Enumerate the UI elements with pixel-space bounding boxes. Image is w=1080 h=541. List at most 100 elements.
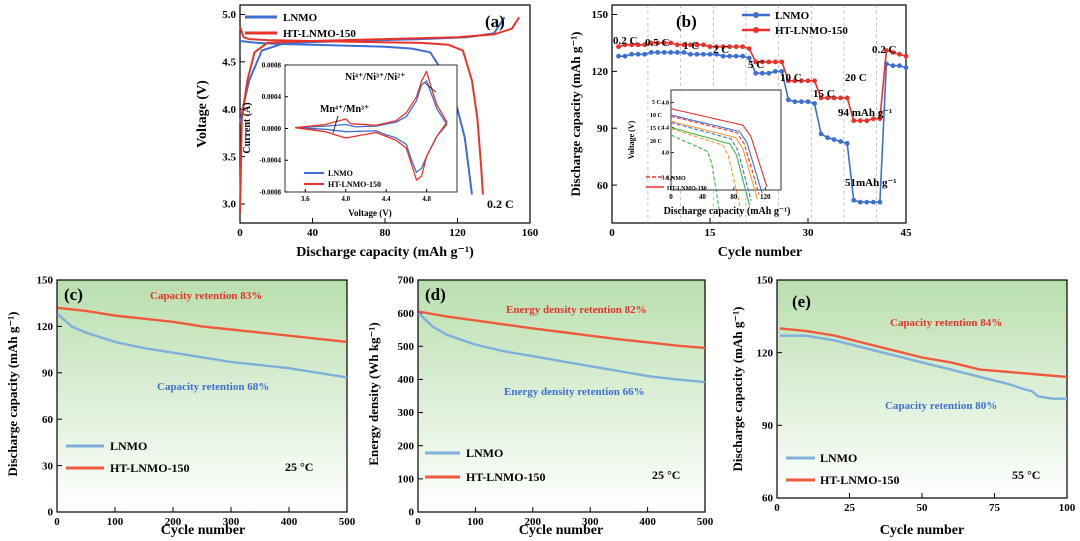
inset-discharge-curve	[670, 121, 752, 201]
series-line-lnmo	[779, 334, 1067, 400]
x-tick-label: 80	[380, 227, 392, 239]
data-point-lnmo	[740, 53, 746, 59]
series-line-lnmo	[417, 312, 706, 384]
y-tick-label: -0.0004	[259, 157, 281, 165]
panel-e-retention-lnmo: Capacity retention 80%	[885, 400, 997, 412]
data-point-lnmo	[635, 51, 641, 57]
panel-c-series	[56, 306, 348, 379]
data-point-ht-lnmo-150	[766, 59, 772, 65]
data-point-ht-lnmo-150	[688, 42, 693, 48]
inset-b-frame	[670, 89, 782, 191]
inset-a-ylabel: Current (A)	[242, 102, 253, 153]
panel-c-ticks: 0 100 200 300 400 500 0 30 60 90 120 150	[37, 275, 356, 528]
rate-label: 0.2 C	[613, 35, 638, 47]
data-point-lnmo	[818, 131, 824, 137]
panel-e-xlabel: Cycle number	[880, 523, 964, 538]
x-tick-label: 25	[844, 502, 856, 514]
data-point-lnmo	[701, 51, 706, 57]
inset-discharge-curve	[670, 128, 741, 208]
x-tick-label: 160	[522, 227, 539, 239]
inset-b-rate: 5 C	[652, 100, 661, 106]
y-tick-label: 150	[757, 275, 774, 287]
y-tick-label: 90	[762, 420, 774, 432]
inset-discharge-curve	[670, 120, 758, 200]
data-point-lnmo	[786, 97, 791, 103]
x-tick-label: 0	[237, 227, 243, 239]
panel-a-ylabel: Voltage (V)	[195, 80, 210, 148]
panel-d-ylabel: Energy density (Wh kg⁻¹)	[366, 322, 381, 465]
data-point-ht-lnmo-150	[779, 59, 785, 65]
data-point-ht-lnmo-150	[831, 95, 837, 101]
series-line-ht-lnmo-150	[418, 310, 706, 350]
y-tick-label: 0.0008	[262, 61, 282, 69]
data-point-lnmo	[812, 101, 817, 106]
y-tick-label: 0.0000	[262, 125, 282, 133]
inset-discharge-curve	[670, 115, 760, 195]
legend-label-lnmo: LNMO	[283, 12, 318, 24]
data-point-ht-lnmo-150	[792, 78, 798, 84]
panel-b-inset: 0 40 80 120 4.8 4.4 4.0 3.6 Voltage (V) Dischar…	[627, 89, 790, 217]
data-point-ht-lnmo-150	[759, 59, 765, 65]
x-tick-label: 300	[582, 516, 599, 528]
data-point-ht-lnmo-150	[825, 95, 830, 101]
data-point-ht-lnmo-150	[805, 78, 811, 84]
legend-marker-ht	[753, 27, 759, 33]
panel-e-label: (e)	[792, 292, 811, 311]
rate-label: 0.5 C	[645, 37, 670, 49]
y-tick-label: 100	[398, 474, 415, 486]
data-point-lnmo	[857, 199, 863, 205]
y-tick-label: 300	[398, 407, 415, 419]
legend-marker-lnmo	[753, 12, 759, 18]
legend-label-ht: HT-LNMO-150	[775, 25, 848, 37]
rate-label: 20 C	[845, 72, 867, 84]
data-point-lnmo	[642, 51, 648, 57]
panel-b-ticks: 0 15 30 45 60 90 120 150	[592, 9, 913, 239]
x-tick-label: 4.4	[382, 195, 391, 203]
data-point-ht-lnmo-150	[714, 44, 719, 50]
y-tick-label: -0.0008	[259, 188, 281, 196]
x-tick-label: 100	[1059, 502, 1076, 514]
x-tick-label: 120	[760, 193, 771, 201]
legend-label-lnmo: LNMO	[110, 439, 147, 453]
y-tick-label: 0	[48, 507, 54, 519]
series-line-ht-lnmo-150	[57, 306, 348, 344]
data-point-ht-lnmo-150	[727, 44, 732, 50]
x-tick-label: 300	[223, 516, 240, 528]
data-point-lnmo	[851, 197, 857, 203]
y-tick-label: 30	[42, 460, 54, 472]
data-point-lnmo	[779, 68, 785, 74]
x-tick-label: 50	[917, 502, 929, 514]
data-point-ht-lnmo-150	[648, 40, 654, 46]
panel-e-bg	[777, 280, 1067, 498]
data-point-ht-lnmo-150	[642, 42, 648, 48]
data-point-lnmo	[720, 53, 726, 59]
data-point-lnmo	[733, 53, 739, 59]
data-point-ht-lnmo-150	[799, 78, 804, 84]
data-point-ht-lnmo-150	[890, 49, 896, 55]
panel-b-annotation-51: 51mAh g⁻¹	[845, 177, 897, 189]
x-tick-label: 3.6	[301, 195, 310, 203]
data-point-lnmo	[759, 70, 765, 76]
data-point-ht-lnmo-150	[622, 42, 628, 48]
rate-label: 0.2 C	[872, 44, 897, 56]
data-point-ht-lnmo-150	[629, 42, 634, 48]
y-tick-label: 4.5	[222, 57, 236, 69]
y-tick-label: 150	[592, 9, 609, 21]
x-tick-label: 120	[449, 227, 466, 239]
x-tick-label: 80	[730, 193, 738, 201]
data-point-lnmo	[674, 49, 680, 55]
x-tick-label: 500	[697, 516, 714, 528]
y-tick-label: 90	[597, 123, 609, 135]
data-point-ht-lnmo-150	[857, 118, 863, 124]
data-point-lnmo	[877, 199, 883, 205]
inset-a-ni-arrow	[424, 82, 437, 93]
data-point-ht-lnmo-150	[661, 40, 667, 46]
panel-b-rate-labels: 0.2 C 0.5 C 1 C 2 C 5 C 10 C 15 C 20 C 0…	[613, 35, 897, 100]
y-tick-label: 600	[398, 308, 415, 320]
data-point-ht-lnmo-150	[635, 42, 641, 48]
y-tick-label: 500	[398, 341, 415, 353]
panel-a-legend: LNMO HT-LNMO-150	[245, 12, 356, 40]
panel-c-ylabel: Discharge capacity (mAh g⁻¹)	[5, 312, 20, 477]
panel-b-series	[616, 40, 909, 205]
panel-c-bg	[57, 280, 347, 512]
